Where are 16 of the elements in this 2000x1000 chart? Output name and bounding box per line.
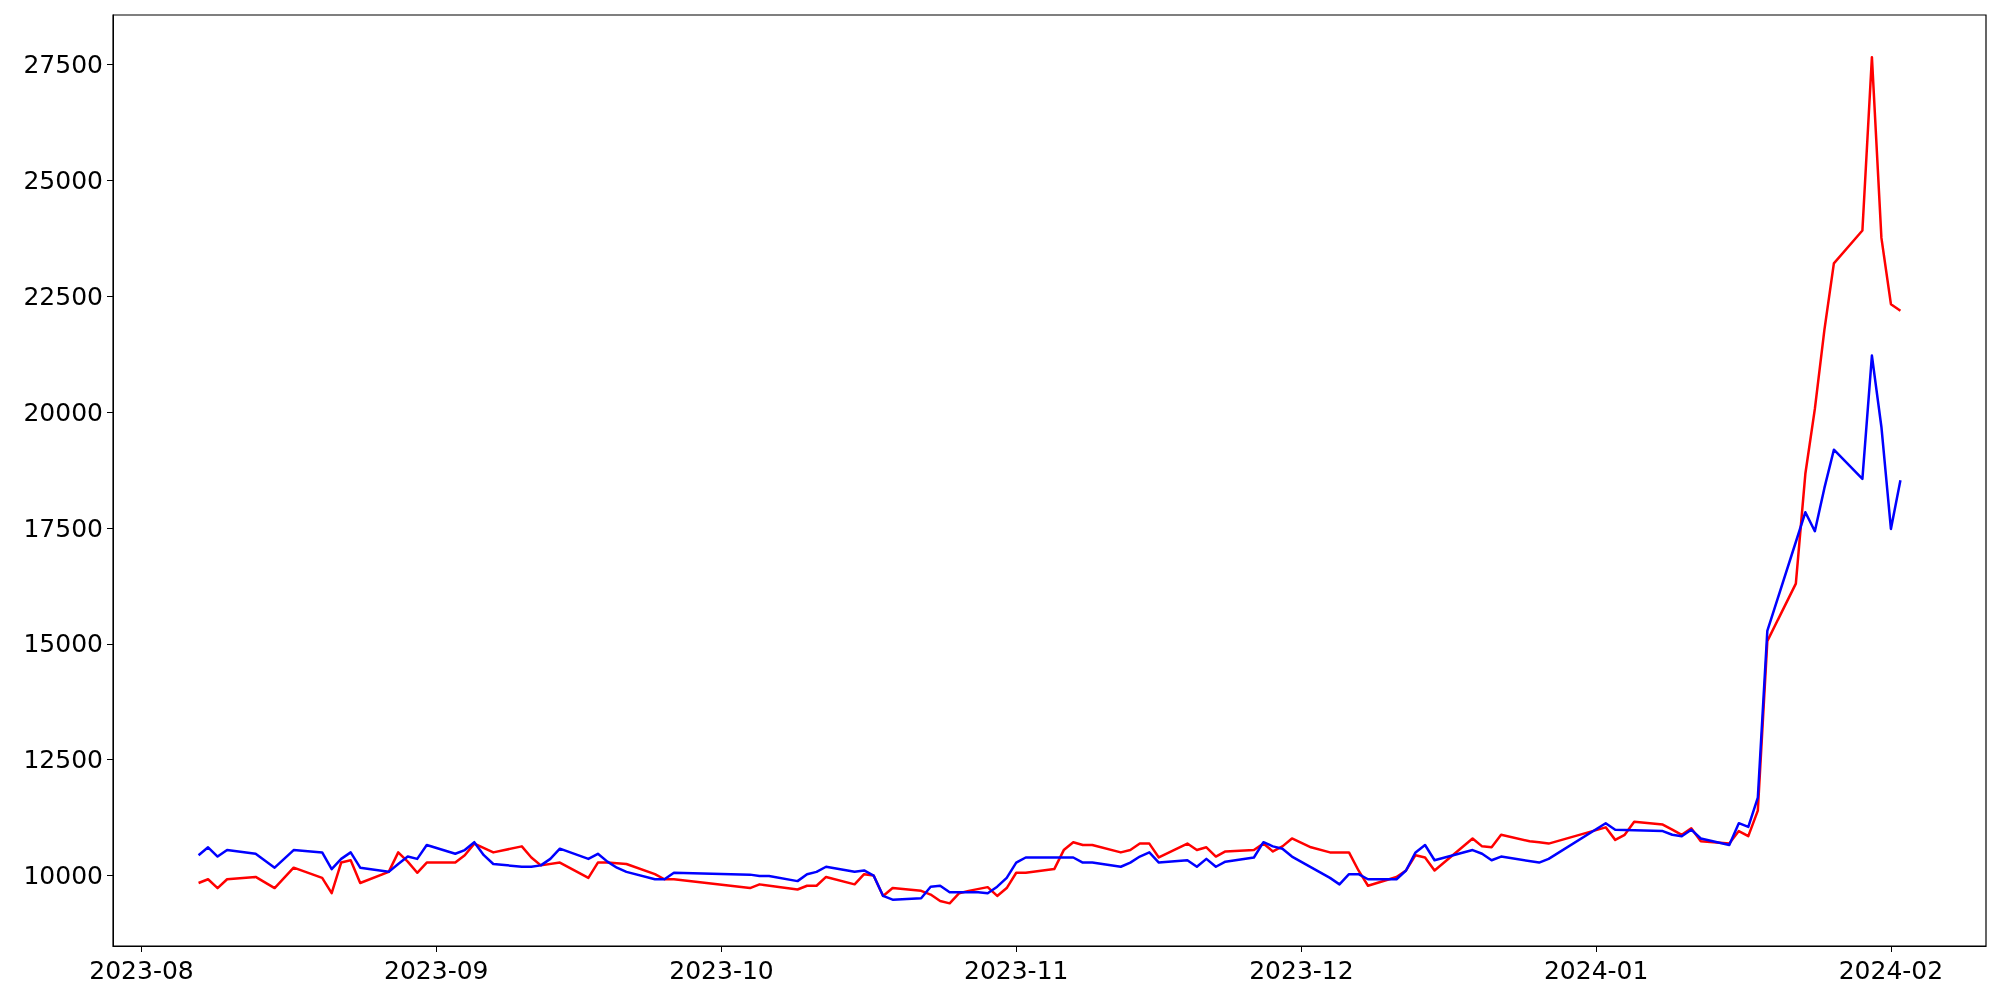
x-tick-label: 2023-09	[384, 956, 489, 985]
y-tick-label: 15000	[23, 629, 103, 659]
y-tick-label: 22500	[23, 281, 103, 311]
y-tick-label: 17500	[23, 513, 103, 543]
x-tick-label: 2024-02	[1838, 956, 1944, 985]
line-series	[197, 354, 1902, 901]
y-tick-label: 25000	[23, 165, 103, 195]
y-tick-label: 20000	[23, 397, 103, 427]
x-tick-label: 2024-01	[1543, 956, 1649, 985]
x-tick-label: 2023-11	[963, 956, 1069, 985]
x-tick-label: 2023-08	[89, 956, 194, 985]
y-tick-label: 10000	[23, 861, 103, 891]
x-tick-label: 2023-10	[669, 956, 774, 985]
y-tick-label: 27500	[23, 50, 103, 80]
y-tick-label: 12500	[23, 745, 103, 775]
x-tick-label: 2023-12	[1249, 956, 1354, 985]
